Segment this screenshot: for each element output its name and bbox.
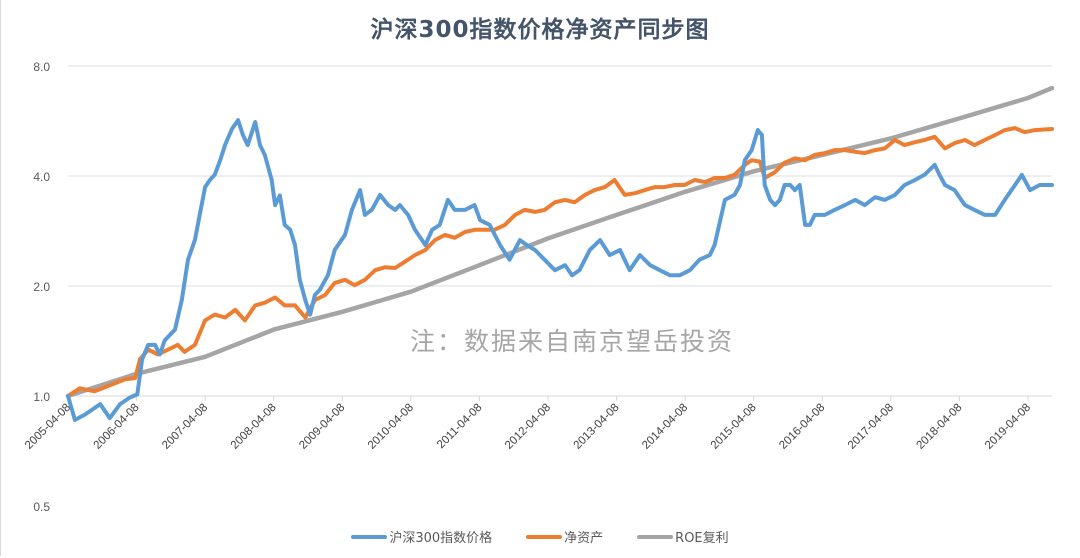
series-lines [65,85,1055,422]
y-tick-label: 1.0 [33,390,50,404]
x-axis: 2005-04-08 2006-04-08 2007-04-08 2008-04-08… [23,395,1052,452]
legend-label: ROE复利 [675,531,729,546]
gridlines [68,65,1052,287]
y-tick-label: 8.0 [33,60,50,74]
x-tick-label: 2005-04-08 [23,402,73,452]
data-source-note: 注：数据来自南京望岳投资 [410,327,735,356]
x-tick-label: 2019-04-08 [983,402,1033,452]
legend-item-price[interactable]: 沪深300指数价格 [351,527,492,546]
legend-item-roe[interactable]: ROE复利 [637,527,729,546]
y-tick-label: 4.0 [33,170,50,184]
legend-label: 沪深300指数价格 [389,531,493,546]
x-tick-label: 2017-04-08 [846,402,896,452]
legend-item-net-assets[interactable]: 净资产 [526,527,603,546]
legend: 沪深300指数价格 净资产 ROE复利 [0,527,1080,546]
x-tick-label: 2009-04-08 [297,402,347,452]
x-tick-label: 2013-04-08 [572,402,622,452]
y-tick-label: 2.0 [33,280,50,294]
x-tick-label: 2011-04-08 [435,402,484,451]
series-line-roe [65,85,1055,399]
legend-label: 净资产 [564,531,604,546]
x-tick-label: 2014-04-08 [640,402,690,452]
chart-title: 沪深300指数价格净资产同步图 [370,17,710,43]
x-tick-label: 2007-04-08 [160,402,210,452]
x-tick-label: 2008-04-08 [229,402,279,452]
x-tick-label: 2010-04-08 [366,402,416,452]
x-tick-label: 2015-04-08 [709,402,759,452]
y-tick-label: 0.5 [33,500,50,514]
x-tick-label: 2012-04-08 [503,402,553,452]
series-line-price [66,118,1054,422]
legend-swatch [351,534,388,539]
y-axis-ticks: 8.0 4.0 2.0 1.0 0.5 [33,60,50,514]
legend-swatch [526,534,563,539]
series-line-net-assets [66,126,1054,398]
legend-swatch [637,534,674,539]
x-tick-label: 2016-04-08 [777,402,827,452]
x-tick-label: 2018-04-08 [914,402,964,452]
